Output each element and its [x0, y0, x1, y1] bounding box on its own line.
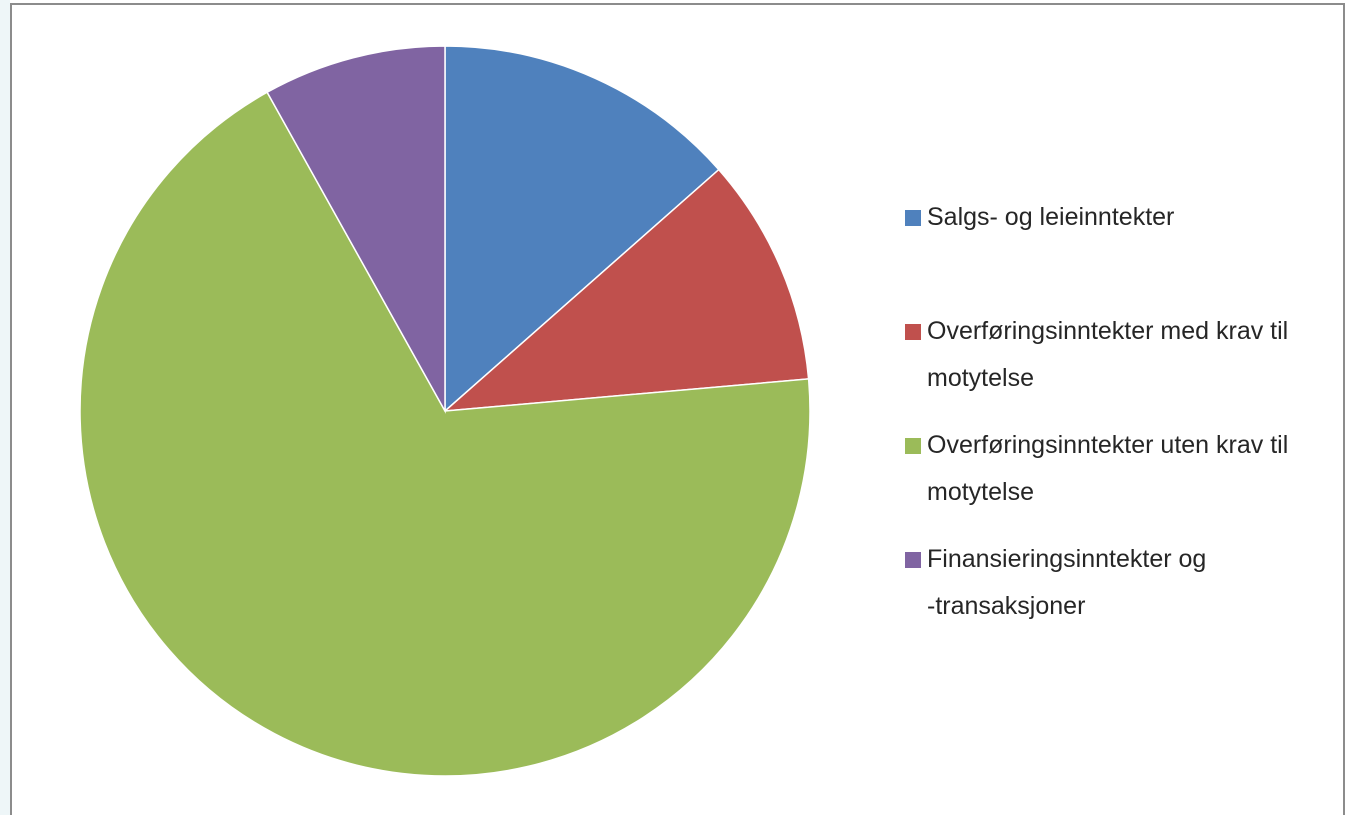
legend-swatch [905, 552, 921, 568]
pie-slice [442, 168, 810, 412]
legend-line: motytelse [927, 364, 1034, 392]
legend-line: Overføringsinntekter uten krav til [927, 431, 1295, 459]
legend-label: Finansieringsinntekter og -transaksjoner [927, 545, 1213, 620]
legend-label: Overføringsinntekter med krav til motyte… [927, 317, 1295, 392]
pie-slice [79, 91, 811, 777]
legend-swatch [905, 210, 921, 226]
legend-swatch [905, 438, 921, 454]
legend-line: Overføringsinntekter med krav til [927, 317, 1295, 345]
pie-slice [444, 45, 720, 413]
side-strip [0, 0, 10, 815]
legend-label: Overføringsinntekter uten krav til motyt… [927, 431, 1295, 506]
legend-line: -transaksjoner [927, 592, 1085, 620]
legend-line: Finansieringsinntekter og [927, 545, 1213, 573]
legend-label: Salgs- og leieinntekter [927, 203, 1174, 231]
legend-line: motytelse [927, 478, 1034, 506]
legend-swatch [905, 324, 921, 340]
pie-slice [266, 45, 446, 414]
legend-line: Salgs- og leieinntekter [927, 203, 1174, 231]
